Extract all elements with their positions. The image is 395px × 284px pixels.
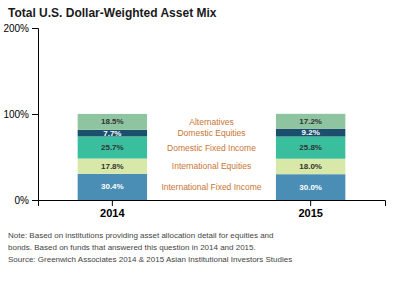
title: Total U.S. Dollar-Weighted Asset Mix: [8, 6, 217, 20]
bar: [78, 174, 147, 200]
series: [78, 159, 346, 175]
bar: [78, 159, 147, 174]
y-tick-label: 200%: [3, 23, 29, 34]
segment-label: Domestic Equities: [177, 128, 245, 138]
series: [78, 174, 346, 200]
bar: [276, 137, 345, 159]
data-label: 17.8%: [101, 162, 124, 171]
y-tick-label: 100%: [3, 109, 29, 120]
data-label: 18.5%: [101, 117, 124, 126]
data-label: 25.8%: [299, 143, 322, 152]
labels: 30.4% 30.0% International Fixed Income 17.8…: [101, 117, 322, 192]
note: Note: Based on institutions providing as…: [8, 231, 274, 240]
note: Source: Greenwich Associates 2014 & 2015…: [8, 255, 292, 264]
note: bonds. Based on funds that answered this…: [8, 243, 256, 252]
y-tick-label: 0%: [15, 195, 30, 206]
data-label: 17.2%: [299, 117, 322, 126]
segment-label: International Equities: [172, 161, 251, 171]
x-tick: 2014: [100, 200, 125, 219]
y-axis: 0% 100% 200%: [3, 23, 38, 206]
data-label: 7.7%: [103, 129, 121, 138]
series: [78, 136, 346, 158]
y-tick-mark: [32, 200, 38, 201]
y-tick: 200%: [3, 23, 38, 34]
x-tick-mark: [112, 200, 113, 206]
data-label: 18.0%: [299, 162, 322, 171]
notes: Note: Based on institutions providing as…: [8, 231, 292, 264]
y-axis-line: [32, 29, 39, 201]
x-tick: 2015: [298, 200, 322, 219]
segment-label: Alternatives: [189, 117, 233, 127]
x-axis-line: [39, 201, 386, 207]
bars: [78, 114, 346, 200]
bar: [78, 114, 147, 130]
bar: [276, 114, 345, 129]
data-label: 9.2%: [302, 128, 320, 137]
y-tick: 100%: [3, 109, 38, 120]
bar: [78, 136, 147, 158]
data-label: 30.0%: [299, 183, 322, 192]
data-label: 25.7%: [101, 143, 124, 152]
chart: Total U.S. Dollar-Weighted Asset Mix 0% 10…: [0, 0, 395, 284]
x-tick-label: 2015: [298, 207, 322, 219]
bar: [276, 129, 345, 137]
bar: [276, 174, 345, 200]
segment-label: Domestic Fixed Income: [167, 143, 256, 153]
y-tick-mark: [32, 114, 38, 115]
y-tick-mark: [32, 28, 38, 29]
y-tick: 0%: [15, 195, 38, 206]
x-axis: 2014 2015: [39, 200, 386, 219]
x-tick-mark: [310, 200, 311, 206]
plot: 0% 100% 200% 2014 2015 30.4% 30.0% Internationa…: [3, 23, 385, 219]
x-tick-label: 2014: [100, 207, 125, 219]
bar: [276, 159, 345, 174]
data-label: 30.4%: [101, 182, 124, 191]
segment-label: International Fixed Income: [161, 182, 261, 192]
